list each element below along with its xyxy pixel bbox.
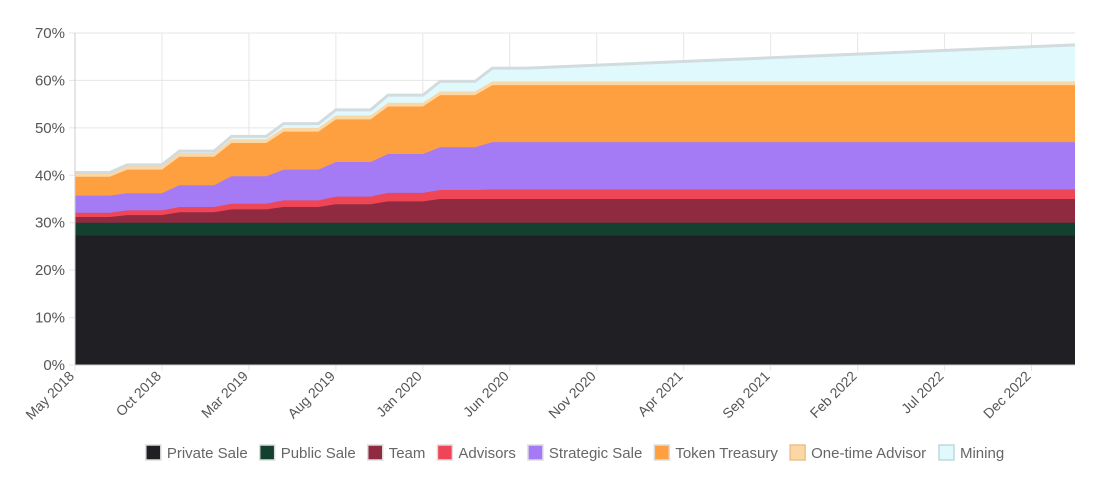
x-tick-label: Feb 2022 xyxy=(807,368,860,421)
line-mining xyxy=(75,43,1076,174)
legend-swatch xyxy=(258,444,276,461)
y-axis-ticks: 0% 10% 20% 30% 40% 50% 60% 70% xyxy=(35,25,65,374)
legend-swatch xyxy=(436,444,454,461)
area-token-treasury xyxy=(75,85,1075,196)
y-tick-label: 0% xyxy=(43,357,65,374)
x-tick-label: Jun 2020 xyxy=(460,368,512,420)
legend-swatch xyxy=(366,444,384,461)
legend-label: Team xyxy=(389,445,426,462)
axes xyxy=(74,33,1075,366)
y-tick-label: 30% xyxy=(35,215,65,232)
legend-item-token-treasury[interactable]: Token Treasury xyxy=(653,444,778,462)
x-tick-label: Mar 2019 xyxy=(198,368,251,421)
x-axis-ticks: May 2018 Oct 2018 Mar 2019 Aug 2019 Jan 2020… xyxy=(22,368,1033,423)
legend-label: Advisors xyxy=(458,445,516,462)
legend-swatch xyxy=(789,444,806,461)
area-private-sale xyxy=(75,235,1075,365)
x-tick-label: Dec 2022 xyxy=(980,368,1034,422)
legend-item-private-sale[interactable]: Private Sale xyxy=(145,444,248,462)
y-tick-label: 70% xyxy=(35,25,65,42)
area-strategic-sale xyxy=(75,142,1075,213)
legend-label: One-time Advisor xyxy=(811,445,926,462)
x-tick-label: Oct 2018 xyxy=(113,368,165,420)
x-tick-label: Sep 2021 xyxy=(719,368,773,422)
series-areas xyxy=(75,43,1076,365)
area-mining xyxy=(75,44,1075,173)
legend-item-strategic-sale[interactable]: Strategic Sale xyxy=(527,444,642,462)
legend-label: Mining xyxy=(960,445,1004,462)
x-tick-label: Jul 2022 xyxy=(898,368,947,417)
y-tick-label: 20% xyxy=(35,262,65,279)
area-public-sale xyxy=(75,222,1075,236)
legend-label: Private Sale xyxy=(167,445,248,462)
legend-swatch xyxy=(653,444,671,461)
legend-item-advisors[interactable]: Advisors xyxy=(436,444,516,462)
x-tick-label: Nov 2020 xyxy=(545,368,599,422)
legend-item-mining[interactable]: Mining xyxy=(938,444,1004,462)
x-tick-label: Aug 2019 xyxy=(284,368,338,422)
y-tick-label: 50% xyxy=(35,120,65,137)
area-advisors xyxy=(75,189,1075,218)
legend-swatch xyxy=(938,444,955,461)
area-team xyxy=(75,199,1075,223)
y-tick-label: 40% xyxy=(35,167,65,184)
legend-item-public-sale[interactable]: Public Sale xyxy=(258,444,356,462)
y-tick-label: 10% xyxy=(35,310,65,327)
legend-item-team[interactable]: Team xyxy=(366,444,426,462)
x-tick-label: May 2018 xyxy=(22,368,77,423)
legend: Private Sale Public Sale Team Advisors Strat… xyxy=(145,444,1004,462)
legend-swatch xyxy=(145,444,162,461)
x-tick-label: Apr 2021 xyxy=(634,368,686,420)
legend-label: Token Treasury xyxy=(675,445,778,462)
legend-label: Public Sale xyxy=(281,445,356,462)
y-tick-label: 60% xyxy=(35,72,65,89)
legend-swatch xyxy=(527,444,544,461)
legend-label: Strategic Sale xyxy=(549,445,642,462)
legend-item-one-time-advisor[interactable]: One-time Advisor xyxy=(789,444,926,462)
x-tick-label: Jan 2020 xyxy=(373,368,425,420)
